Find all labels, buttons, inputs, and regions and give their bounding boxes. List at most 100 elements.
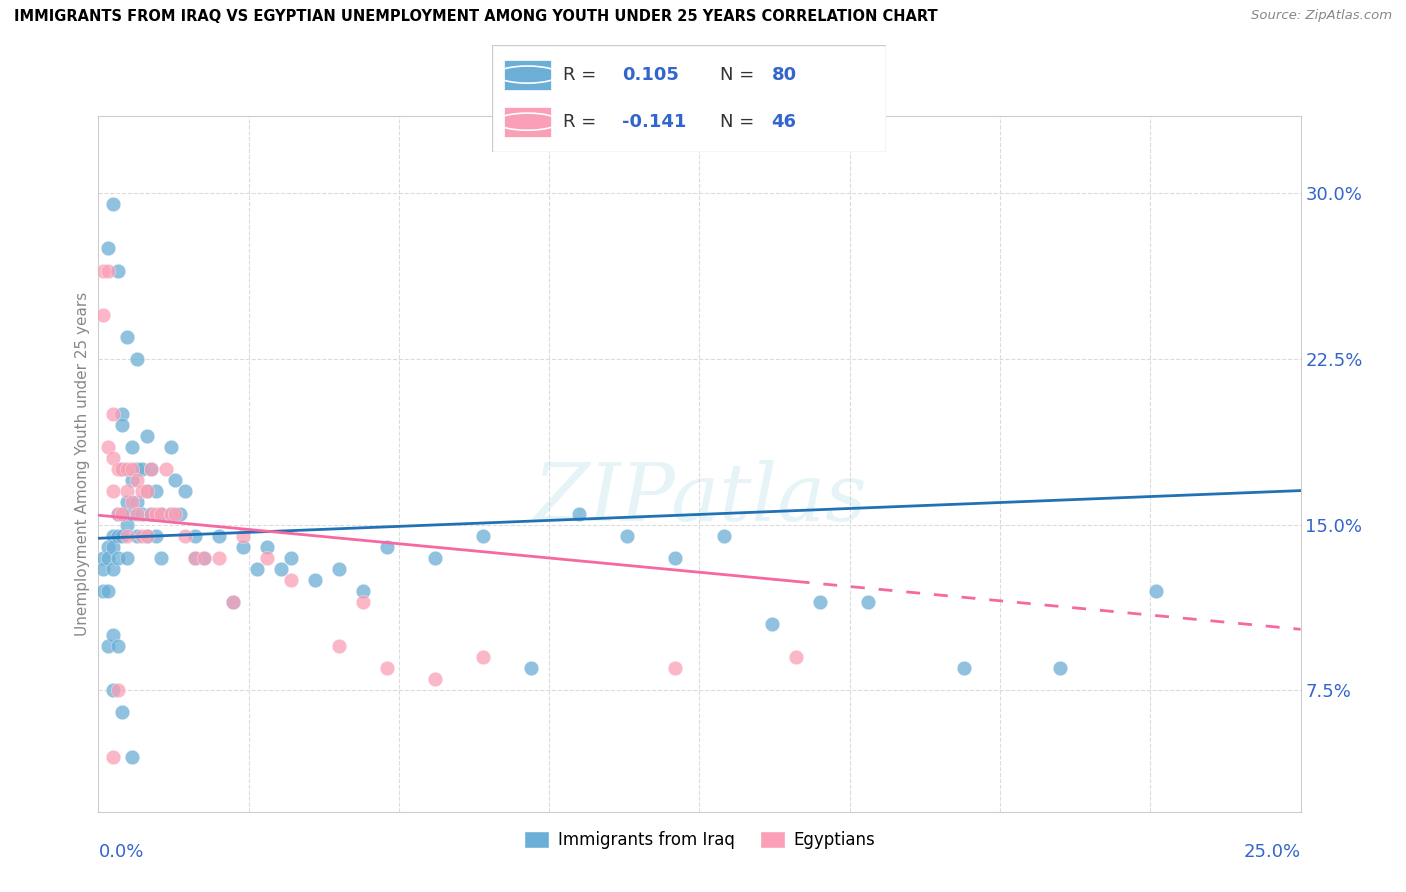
Point (1049, 661, 1071, 675)
Point (141, 462, 163, 476)
Point (174, 484, 197, 499)
Point (107, 639, 129, 653)
Point (159, 507, 181, 521)
Text: N =: N = (720, 66, 761, 84)
Point (111, 507, 134, 521)
Point (256, 540, 278, 554)
Point (232, 540, 254, 554)
Point (149, 550, 172, 565)
Point (856, 595, 879, 609)
Point (125, 528, 148, 542)
Point (423, 550, 446, 565)
Text: -0.141: -0.141 (621, 112, 686, 130)
Point (135, 429, 157, 443)
Point (97, 263, 120, 277)
Point (107, 683, 129, 698)
Point (246, 562, 269, 576)
Text: Source: ZipAtlas.com: Source: ZipAtlas.com (1251, 9, 1392, 22)
Point (97, 583, 120, 598)
Point (117, 495, 139, 509)
Point (117, 484, 139, 499)
Point (352, 595, 374, 609)
Point (107, 507, 129, 521)
Point (193, 550, 215, 565)
Text: N =: N = (720, 112, 761, 130)
Point (222, 595, 245, 609)
Point (101, 683, 124, 698)
Legend: Immigrants from Iraq, Egyptians: Immigrants from Iraq, Egyptians (517, 824, 882, 855)
Point (375, 661, 398, 675)
Point (101, 451, 124, 466)
Point (125, 495, 148, 509)
Point (131, 462, 153, 476)
Point (159, 507, 181, 521)
Point (91, 550, 114, 565)
Point (97, 550, 120, 565)
Text: 25.0%: 25.0% (1243, 843, 1301, 861)
Point (101, 197, 124, 211)
Point (472, 528, 495, 542)
Point (352, 583, 374, 598)
Point (121, 462, 143, 476)
Text: 0.105: 0.105 (621, 66, 679, 84)
Point (101, 749, 124, 764)
Point (183, 550, 205, 565)
Point (117, 517, 139, 532)
Point (375, 540, 398, 554)
Point (121, 440, 143, 454)
Point (111, 462, 134, 476)
Point (117, 550, 139, 565)
Point (97, 639, 120, 653)
Point (328, 562, 350, 576)
Point (91, 562, 114, 576)
Point (149, 507, 172, 521)
Point (953, 661, 976, 675)
Point (664, 661, 686, 675)
Point (222, 595, 245, 609)
Point (193, 550, 215, 565)
Point (328, 639, 350, 653)
Point (256, 550, 278, 565)
Point (135, 484, 157, 499)
Point (165, 474, 187, 488)
Text: ZIPatlas: ZIPatlas (533, 460, 866, 537)
Point (131, 528, 153, 542)
Point (125, 351, 148, 366)
Point (101, 528, 124, 542)
Point (101, 540, 124, 554)
Point (145, 528, 167, 542)
Point (101, 484, 124, 499)
Point (107, 263, 129, 277)
Point (808, 595, 831, 609)
Point (568, 507, 591, 521)
Point (101, 628, 124, 642)
Point (232, 528, 254, 542)
Point (117, 330, 139, 344)
Point (520, 661, 543, 675)
Point (169, 507, 191, 521)
Point (183, 528, 205, 542)
Text: R =: R = (562, 66, 602, 84)
Point (165, 507, 187, 521)
Point (713, 528, 735, 542)
Point (149, 507, 172, 521)
FancyBboxPatch shape (503, 60, 551, 89)
Point (208, 550, 231, 565)
Point (664, 550, 686, 565)
Point (135, 528, 157, 542)
Point (159, 440, 181, 454)
Point (111, 462, 134, 476)
Point (174, 528, 197, 542)
Point (125, 462, 148, 476)
Point (91, 308, 114, 322)
Point (280, 550, 302, 565)
Point (131, 507, 153, 521)
Point (107, 528, 129, 542)
Point (145, 484, 167, 499)
Point (111, 528, 134, 542)
Point (472, 650, 495, 665)
Point (111, 706, 134, 720)
Point (107, 462, 129, 476)
Point (125, 474, 148, 488)
Point (423, 672, 446, 686)
